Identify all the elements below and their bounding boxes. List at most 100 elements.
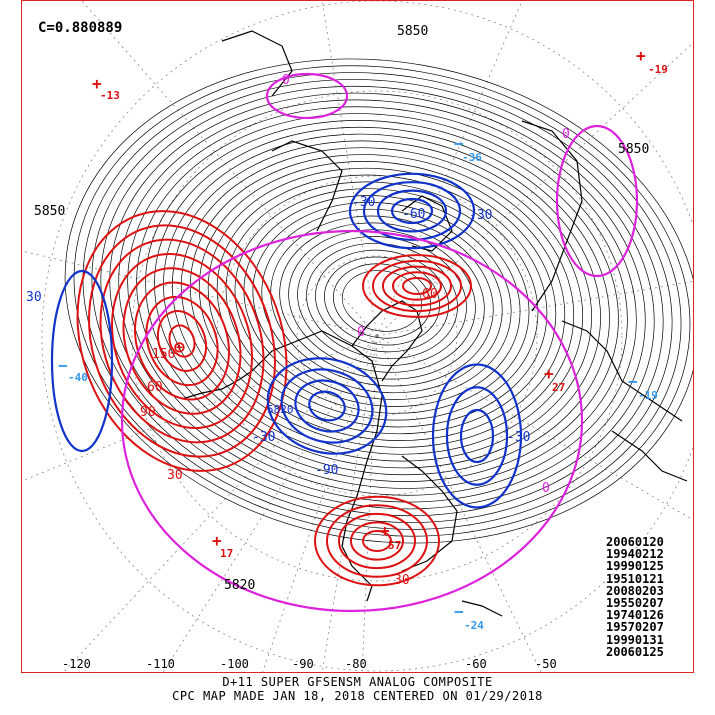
height-contour [252, 202, 512, 400]
height-contour [118, 99, 646, 503]
height-contour [154, 126, 610, 476]
positive-anomaly-contour [392, 271, 442, 301]
negative-anomaly-contour [376, 189, 448, 233]
svg-text:-36: -36 [462, 151, 482, 164]
height-contour [288, 229, 476, 373]
height-contour [216, 174, 548, 428]
analog-date: 19740126 [606, 608, 664, 623]
positive-anomaly-contour [362, 530, 392, 552]
analog-date: 20060120 [606, 535, 664, 549]
height-contour [172, 140, 592, 462]
height-label: 5820 [267, 403, 294, 416]
svg-text:-19: -19 [638, 389, 658, 402]
height-contour [341, 270, 423, 332]
svg-text:+: + [380, 521, 390, 540]
svg-text:57: 57 [388, 539, 401, 552]
anomaly-label: -30 [352, 195, 375, 210]
height-contour [243, 195, 521, 407]
svg-text:-13: -13 [100, 89, 120, 102]
positive-anomaly-contour [326, 504, 428, 578]
negative-anomaly-contour [308, 390, 346, 422]
height-contour [73, 65, 691, 537]
negative-anomaly-contour [348, 172, 476, 250]
positive-anomaly-contour [145, 295, 219, 387]
anomaly-label: 0 [562, 127, 570, 142]
positive-anomaly-contours [76, 210, 472, 587]
positive-anomaly-contour [76, 210, 288, 472]
negative-anomaly-contour [459, 408, 495, 464]
svg-text:+: + [544, 364, 554, 383]
polar-stereographic-map: 5850 5850 5850 5820 5820 30 30 60 90 150… [22, 1, 693, 672]
positive-anomaly-contour [111, 252, 253, 430]
negative-anomaly-contour [266, 357, 388, 455]
anomaly-label: -30 [507, 430, 530, 445]
positive-anomaly-contour [133, 281, 231, 401]
anomaly-label: 90 [140, 405, 156, 420]
analog-date-list: 20060120 19940212 19990125 19510121 2008… [606, 536, 696, 658]
footer-subtitle: CPC MAP MADE JAN 18, 2018 CENTERED ON 01… [172, 689, 543, 703]
negative-anomaly-contour [431, 363, 523, 509]
zero-anomaly-contour [555, 124, 639, 278]
positive-anomaly-contour [402, 277, 432, 295]
latitude-graticule [41, 1, 693, 672]
map-frame: 5850 5850 5850 5820 5820 30 30 60 90 150… [21, 0, 694, 673]
positive-anomaly-contour [350, 521, 404, 561]
longitude-label: -60 [465, 657, 487, 671]
high-marker: +57 [380, 521, 401, 552]
height-labels: 5850 5850 5850 5820 5820 [34, 24, 649, 593]
low-marker: −-36 [454, 134, 482, 164]
height-contour [189, 154, 575, 448]
svg-text:-19: -19 [648, 63, 668, 76]
positive-anomaly-contour [99, 238, 265, 444]
anomaly-label: 60 [147, 380, 163, 395]
height-contour [163, 133, 601, 469]
svg-text:+: + [92, 74, 102, 93]
negative-anomaly-contour [445, 386, 509, 486]
analog-date: 19510121 [606, 571, 664, 586]
longitude-label: -50 [535, 657, 557, 671]
center-low-marker: ⊕ [174, 337, 185, 358]
analog-date: 19990131 [606, 632, 664, 647]
height-label: 5850 [618, 142, 649, 157]
svg-text:+: + [636, 46, 646, 65]
svg-text:−: − [628, 372, 638, 391]
positive-anomaly-contour [338, 512, 416, 570]
anomaly-label: -60 [402, 207, 425, 222]
height-contour [225, 181, 539, 421]
svg-text:17: 17 [220, 547, 233, 560]
height-contour [324, 256, 440, 346]
high-marker: +-19 [636, 46, 668, 76]
height-contour [100, 85, 664, 517]
longitude-label: -110 [146, 657, 175, 671]
anomaly-label: 30 [394, 573, 410, 588]
height-label: 5850 [397, 24, 428, 39]
positive-anomaly-contour [88, 224, 276, 458]
anomaly-label: -30 [469, 208, 492, 223]
high-marker: +-13 [92, 74, 120, 102]
high-marker: +17 [212, 531, 233, 560]
svg-text:−: − [58, 356, 68, 375]
correlation-text: C=0.880889 [38, 20, 123, 36]
height-label: 5820 [224, 578, 255, 593]
anomaly-label: 30 [26, 290, 42, 305]
analog-date: 20060125 [606, 644, 664, 659]
positive-anomaly-contour [362, 254, 472, 318]
footer-title: D+11 SUPER GFSENSM ANALOG COMPOSITE [222, 675, 493, 689]
zero-anomaly-contour [265, 72, 349, 120]
svg-text:27: 27 [552, 381, 565, 394]
extrema-markers: +-13 +-19 +17 +57 +27 −-40 −-19 −-24 −-3… [58, 46, 668, 632]
positive-anomaly-contour [372, 259, 462, 313]
coastlines [181, 30, 688, 617]
negative-anomaly-contour [280, 368, 374, 444]
anomaly-label: -30 [252, 430, 275, 445]
negative-anomaly-contours [50, 172, 523, 509]
low-marker: −-19 [628, 372, 658, 402]
analog-date: 19990125 [606, 559, 664, 574]
positive-anomaly-contour [122, 267, 242, 415]
svg-text:−: − [454, 602, 464, 621]
anomaly-label: 0 [542, 481, 550, 496]
analog-date: 20080203 [606, 583, 664, 598]
positive-anomaly-contour [156, 310, 208, 372]
positive-anomaly-contour [382, 265, 452, 307]
